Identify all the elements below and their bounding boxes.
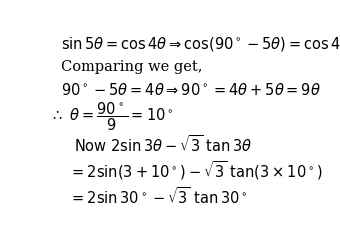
Text: Comparing we get,: Comparing we get, bbox=[61, 60, 202, 74]
Text: $= 2\sin(3 + 10^\circ) - \sqrt{3}\ \tan(3 \times 10^\circ)$: $= 2\sin(3 + 10^\circ) - \sqrt{3}\ \tan(… bbox=[69, 159, 323, 182]
Text: $\sin 5\theta = \cos 4\theta \Rightarrow \cos(90^\circ - 5\theta) = \cos 4\theta: $\sin 5\theta = \cos 4\theta \Rightarrow… bbox=[61, 35, 340, 53]
Text: $90^\circ - 5\theta = 4\theta \Rightarrow 90^\circ = 4\theta + 5\theta = 9\theta: $90^\circ - 5\theta = 4\theta \Rightarro… bbox=[61, 82, 321, 98]
Text: $\therefore\ \theta = \dfrac{90^\circ}{9} = 10^\circ$: $\therefore\ \theta = \dfrac{90^\circ}{9… bbox=[50, 100, 174, 133]
Text: $= 2\sin 30^\circ - \sqrt{3}\ \tan 30^\circ$: $= 2\sin 30^\circ - \sqrt{3}\ \tan 30^\c… bbox=[69, 186, 248, 207]
Text: $\mathrm{Now}\ 2\sin 3\theta - \sqrt{3}\ \tan 3\theta$: $\mathrm{Now}\ 2\sin 3\theta - \sqrt{3}\… bbox=[74, 134, 252, 155]
